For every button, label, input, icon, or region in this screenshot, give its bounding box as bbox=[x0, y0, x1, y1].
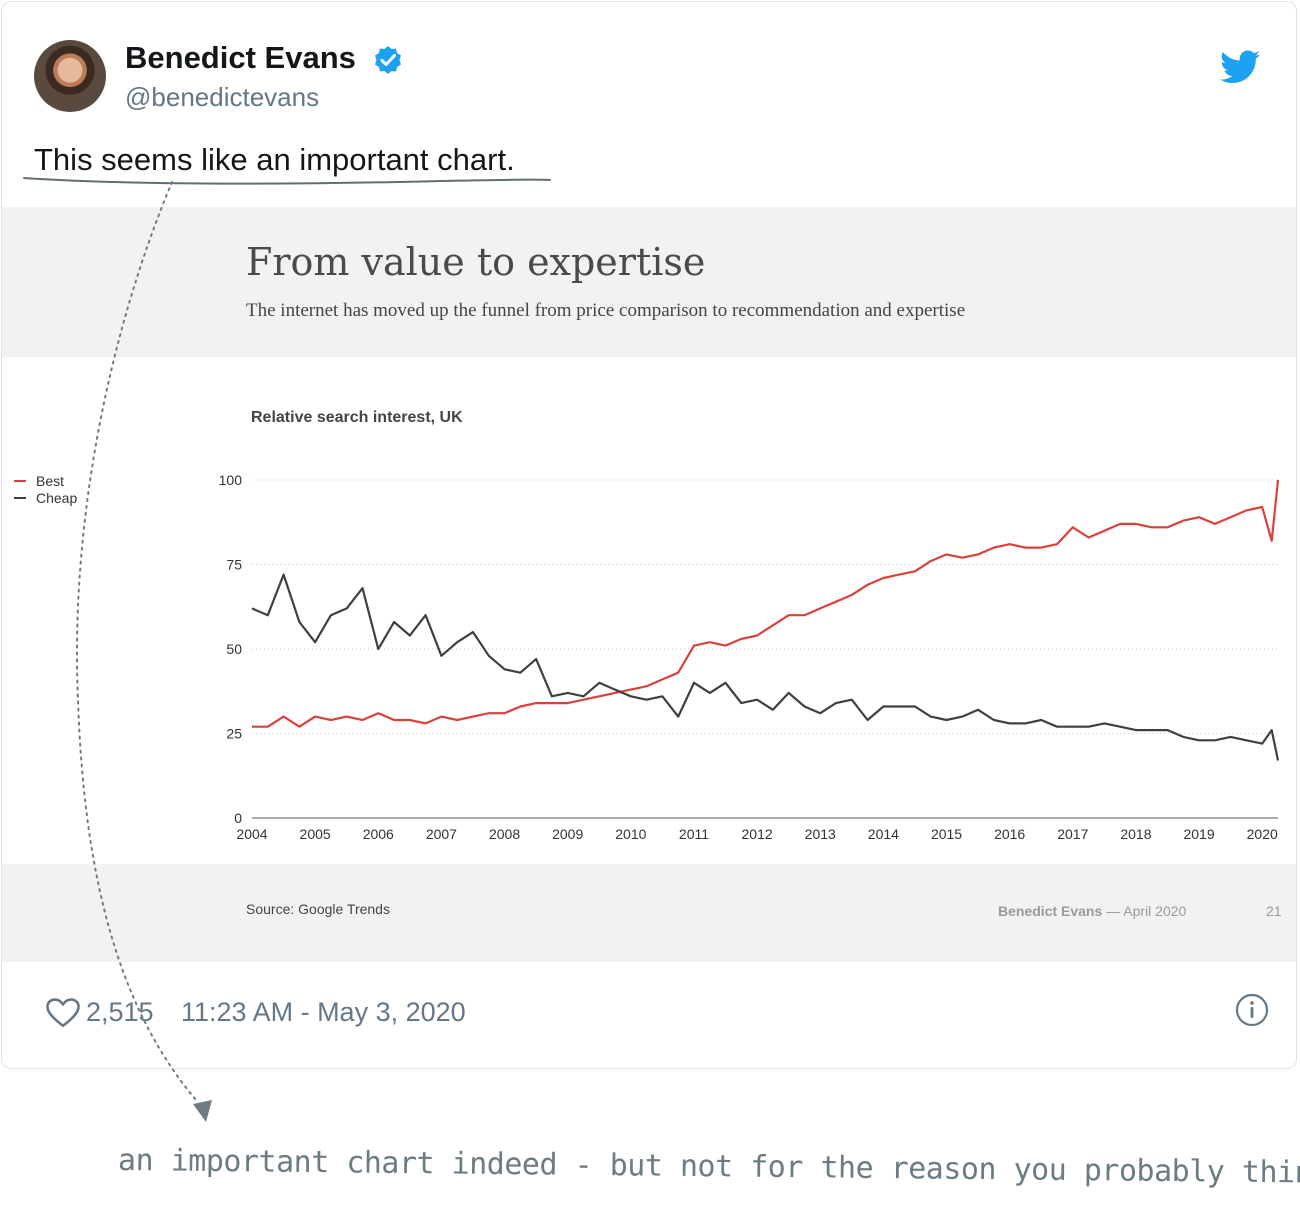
x-tick-label: 2006 bbox=[363, 826, 394, 842]
slide-brand-separator: — bbox=[1106, 903, 1121, 919]
legend-item-cheap: Cheap bbox=[14, 489, 77, 506]
heart-icon[interactable] bbox=[46, 997, 80, 1029]
legend-item-best: Best bbox=[14, 472, 77, 489]
slide-source: Source: Google Trends bbox=[246, 901, 390, 917]
x-tick-label: 2013 bbox=[805, 826, 836, 842]
tweet-card: Benedict Evans @benedictevans This seems… bbox=[1, 1, 1297, 1069]
x-tick-label: 2016 bbox=[994, 826, 1025, 842]
avatar[interactable] bbox=[34, 40, 106, 112]
twitter-bird-icon[interactable] bbox=[1220, 50, 1260, 84]
slide-header-band bbox=[2, 207, 1296, 357]
author-handle[interactable]: @benedictevans bbox=[125, 82, 320, 112]
legend-label-best: Best bbox=[36, 472, 65, 489]
x-tick-label: 2011 bbox=[679, 826, 709, 842]
slide-brand: Benedict Evans — April 2020 bbox=[998, 903, 1186, 919]
y-tick-label: 75 bbox=[226, 557, 242, 573]
chart-title: Relative search interest, UK bbox=[251, 409, 463, 426]
author-name[interactable]: Benedict Evans bbox=[125, 40, 356, 75]
y-tick-label: 0 bbox=[234, 810, 242, 826]
series-line-best bbox=[252, 479, 1280, 728]
slide-brand-name: Benedict Evans bbox=[998, 903, 1103, 919]
x-tick-label: 2015 bbox=[931, 826, 962, 842]
x-tick-label: 2004 bbox=[236, 826, 267, 842]
x-tick-label: 2007 bbox=[426, 826, 457, 842]
legend-swatch-cheap bbox=[14, 496, 26, 499]
tweet-timestamp[interactable]: 11:23 AM - May 3, 2020 bbox=[181, 997, 466, 1027]
x-tick-label: 2017 bbox=[1057, 826, 1088, 842]
x-tick-label: 2019 bbox=[1183, 826, 1214, 842]
slide-footer-band bbox=[2, 864, 1296, 962]
legend-label-cheap: Cheap bbox=[36, 489, 78, 506]
y-tick-label: 100 bbox=[219, 472, 243, 488]
like-count[interactable]: 2,515 bbox=[86, 997, 154, 1027]
x-tick-label: 2012 bbox=[742, 826, 773, 842]
x-tick-label: 2018 bbox=[1120, 826, 1151, 842]
slide-date: April 2020 bbox=[1123, 903, 1187, 919]
x-tick-label: 2005 bbox=[300, 826, 331, 842]
slide-subtitle: The internet has moved up the funnel fro… bbox=[246, 300, 966, 321]
y-tick-label: 50 bbox=[226, 641, 242, 657]
legend-swatch-best bbox=[14, 479, 26, 482]
slide-page-number: 21 bbox=[1266, 903, 1282, 919]
x-tick-label: 2014 bbox=[868, 826, 899, 842]
x-tick-label: 2020 bbox=[1247, 826, 1278, 842]
handwritten-annotation: an important chart indeed - but not for … bbox=[117, 1143, 1300, 1191]
x-tick-label: 2008 bbox=[489, 826, 520, 842]
x-tick-label: 2009 bbox=[552, 826, 583, 842]
slide-title: From value to expertise bbox=[246, 240, 706, 284]
y-tick-label: 25 bbox=[226, 726, 242, 742]
tweet-text: This seems like an important chart. bbox=[34, 142, 515, 177]
x-tick-label: 2010 bbox=[615, 826, 646, 842]
line-chart: 0 25 50 75 100 2004 2005 2006 2007 2008 2009 2010 20… bbox=[219, 472, 1280, 842]
chart-legend: Best Cheap bbox=[14, 472, 77, 506]
verified-icon bbox=[375, 46, 401, 74]
series-line-cheap bbox=[251, 573, 1280, 761]
info-icon[interactable] bbox=[1235, 993, 1269, 1027]
